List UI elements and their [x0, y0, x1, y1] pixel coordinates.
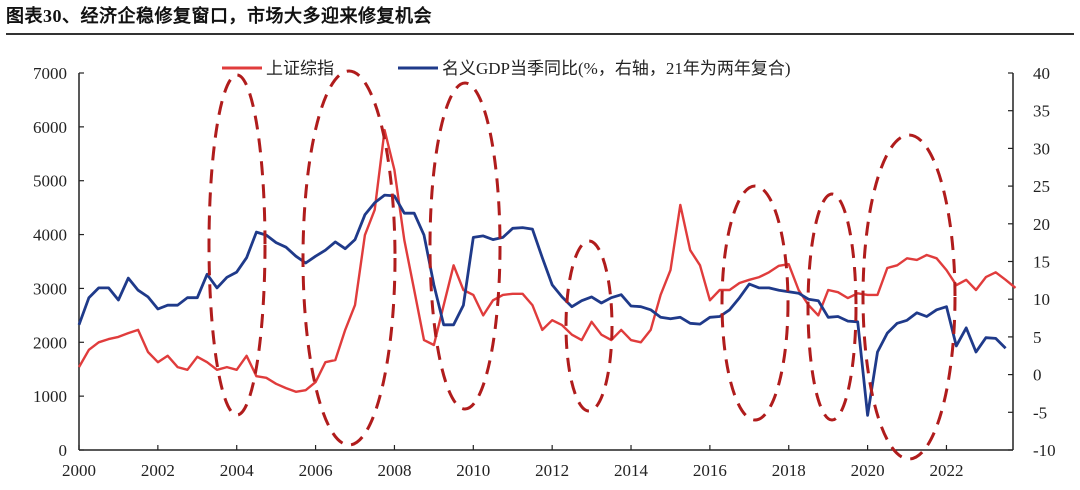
- right-tick-label: -10: [1033, 441, 1056, 460]
- x-tick-label: 2010: [456, 461, 490, 480]
- annotation-ellipse: [428, 81, 502, 411]
- right-tick-label: 35: [1033, 102, 1050, 121]
- x-tick-label: 2000: [62, 461, 96, 480]
- left-tick-label: 3000: [33, 279, 67, 298]
- left-tick-label: 6000: [33, 118, 67, 137]
- left-tick-label: 7000: [33, 64, 67, 83]
- annotation-ellipse: [564, 239, 614, 413]
- axes: 0 1000 2000 3000 4000 5000 6000 7000 -10 -5 0 5 10 15…: [33, 64, 1056, 480]
- left-tick-label: 0: [59, 441, 68, 460]
- annotation-ellipse: [861, 133, 957, 461]
- right-tick-label: 15: [1033, 253, 1050, 272]
- x-tick-label: 2020: [851, 461, 885, 480]
- legend-label-gdp: 名义GDP当季同比(%，右轴，21年为两年复合): [442, 59, 791, 78]
- x-tick-label: 2008: [377, 461, 411, 480]
- right-tick-label: 40: [1033, 64, 1050, 83]
- legend: 上证综指 名义GDP当季同比(%，右轴，21年为两年复合): [222, 59, 791, 78]
- annotation-ellipse: [207, 73, 267, 417]
- x-tick-label: 2002: [141, 461, 175, 480]
- series-line-gdp: [77, 193, 1007, 417]
- left-tick-label: 1000: [33, 387, 67, 406]
- x-tick-label: 2018: [772, 461, 806, 480]
- series-lines: [77, 128, 1017, 417]
- right-tick-label: 20: [1033, 215, 1050, 234]
- x-tick-label: 2022: [929, 461, 963, 480]
- annotation-ellipse: [806, 192, 858, 422]
- right-tick-label: 25: [1033, 177, 1050, 196]
- right-tick-label: 5: [1033, 328, 1042, 347]
- annotation-ellipse: [720, 184, 790, 422]
- series-line-sse: [77, 128, 1017, 393]
- left-tick-label: 4000: [33, 226, 67, 245]
- left-tick-label: 5000: [33, 172, 67, 191]
- annotation-ellipse: [301, 69, 397, 447]
- right-tick-label: -5: [1033, 403, 1047, 422]
- x-tick-label: 2016: [693, 461, 727, 480]
- right-tick-label: 30: [1033, 139, 1050, 158]
- x-tick-label: 2014: [614, 461, 649, 480]
- annotation-ellipses: [207, 69, 957, 461]
- title-divider: [6, 33, 1074, 35]
- right-tick-label: 10: [1033, 290, 1050, 309]
- chart-title: 图表30、经济企稳修复窗口，市场大多迎来修复机会: [6, 6, 432, 26]
- right-tick-label: 0: [1033, 366, 1042, 385]
- x-tick-label: 2004: [220, 461, 255, 480]
- x-tick-label: 2012: [535, 461, 569, 480]
- left-tick-label: 2000: [33, 333, 67, 352]
- x-tick-label: 2006: [299, 461, 333, 480]
- legend-label-sse: 上证综指: [266, 59, 334, 78]
